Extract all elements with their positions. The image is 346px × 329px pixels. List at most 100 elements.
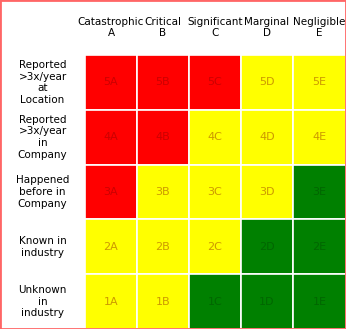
Text: Reported
>3x/year
in
Company: Reported >3x/year in Company [18,115,67,160]
Text: 4A: 4A [103,132,118,142]
Bar [293,110,346,164]
Bar [0,164,85,219]
Text: 2B: 2B [156,242,170,252]
Bar [241,110,293,164]
Bar [0,55,85,110]
Text: 1D: 1D [259,297,275,307]
Text: 3E: 3E [312,187,327,197]
Bar [85,274,137,329]
Bar [293,274,346,329]
Text: 1C: 1C [208,297,222,307]
Text: Known in
industry: Known in industry [19,236,66,258]
Bar [189,0,241,55]
Bar [189,274,241,329]
Bar [189,55,241,110]
Bar [137,55,189,110]
Bar [293,219,346,274]
Bar [189,164,241,219]
Bar [293,164,346,219]
Bar [137,274,189,329]
Bar [0,219,85,274]
Bar [137,110,189,164]
Text: 1E: 1E [312,297,327,307]
Bar [241,0,293,55]
Text: 5E: 5E [312,77,327,88]
Text: Unknown
in
industry: Unknown in industry [18,285,67,318]
Text: 4C: 4C [208,132,222,142]
Bar [241,55,293,110]
Bar [0,219,85,274]
Text: 4B: 4B [156,132,170,142]
Text: Negligible
E: Negligible E [293,17,346,38]
Text: Significant
C: Significant C [187,17,243,38]
Bar [0,274,85,329]
Text: 5C: 5C [208,77,222,88]
Text: Catastrophic
A: Catastrophic A [78,17,144,38]
Bar [241,219,293,274]
Bar [137,55,189,110]
Bar [293,0,346,55]
Bar [189,164,241,219]
Bar [293,219,346,274]
Bar [137,164,189,219]
Bar [137,219,189,274]
Bar [85,55,137,110]
Bar [189,0,241,55]
Bar [241,274,293,329]
Text: Marginal
D: Marginal D [244,17,290,38]
Bar [293,0,346,55]
Bar [241,164,293,219]
Text: 1A: 1A [104,297,118,307]
Bar [137,219,189,274]
Bar [85,164,137,219]
Bar [85,219,137,274]
Bar [241,55,293,110]
Bar [85,219,137,274]
Bar [241,274,293,329]
Bar [189,110,241,164]
Bar [189,219,241,274]
Bar [241,110,293,164]
Text: 2D: 2D [259,242,275,252]
Bar [293,274,346,329]
Text: 5D: 5D [259,77,275,88]
Bar [85,0,137,55]
Bar [85,164,137,219]
Bar [0,110,85,164]
Bar [0,110,85,164]
Bar [85,110,137,164]
Bar [293,55,346,110]
Bar [241,164,293,219]
Bar [189,110,241,164]
Bar [137,0,189,55]
Bar [189,219,241,274]
Bar [189,55,241,110]
Text: 2A: 2A [103,242,118,252]
Text: 4E: 4E [312,132,327,142]
Bar [85,110,137,164]
Bar [85,55,137,110]
Text: Happened
before in
Company: Happened before in Company [16,175,69,209]
Text: 3C: 3C [208,187,222,197]
Bar [189,274,241,329]
Bar [241,0,293,55]
Text: Reported
>3x/year
at
Location: Reported >3x/year at Location [18,60,67,105]
Bar [85,274,137,329]
Bar [0,164,85,219]
Text: 2E: 2E [312,242,327,252]
Bar [137,0,189,55]
Text: 3A: 3A [104,187,118,197]
Bar [293,164,346,219]
Text: 1B: 1B [156,297,170,307]
Bar [0,0,85,55]
Bar [85,0,137,55]
Text: 5B: 5B [156,77,170,88]
Bar [137,274,189,329]
Bar [137,164,189,219]
Text: Critical
B: Critical B [145,17,182,38]
Text: 3B: 3B [156,187,170,197]
Text: 5A: 5A [104,77,118,88]
Text: 4D: 4D [259,132,275,142]
Bar [137,110,189,164]
Bar [241,219,293,274]
